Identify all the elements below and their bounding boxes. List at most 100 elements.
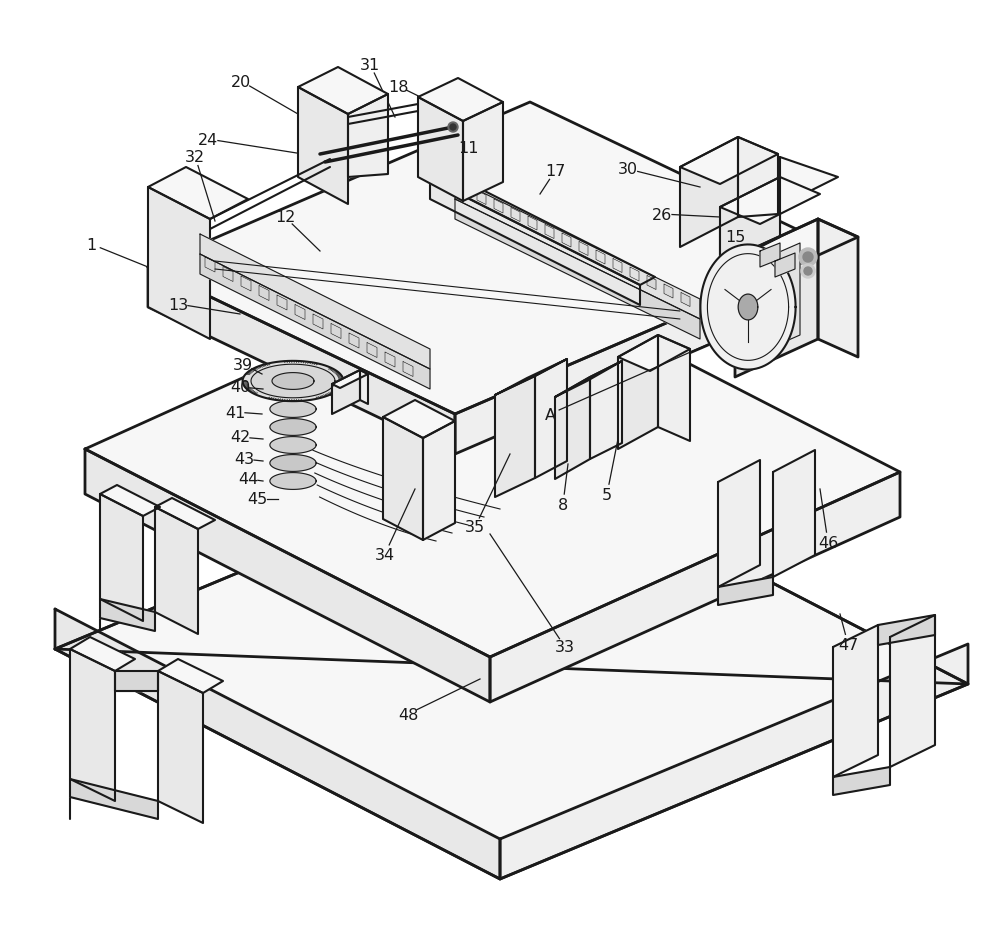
Polygon shape [85,449,490,702]
Circle shape [450,125,456,131]
Polygon shape [298,88,348,205]
Polygon shape [259,286,269,302]
Polygon shape [720,158,780,308]
Polygon shape [158,671,203,823]
Polygon shape [332,370,360,415]
Polygon shape [403,362,413,377]
Polygon shape [890,615,935,767]
Polygon shape [495,360,567,395]
Polygon shape [295,305,305,320]
Text: 13: 13 [168,297,188,312]
Polygon shape [55,455,968,684]
Polygon shape [735,220,858,276]
Text: 42: 42 [230,430,250,445]
Text: A: A [544,407,556,422]
Text: 31: 31 [360,58,380,72]
Polygon shape [735,220,818,378]
Polygon shape [360,370,368,405]
Polygon shape [463,103,503,201]
Text: 1: 1 [86,238,96,252]
Text: 12: 12 [275,211,295,226]
Text: 5: 5 [602,487,612,502]
Polygon shape [738,295,758,320]
Polygon shape [720,178,780,267]
Polygon shape [745,244,800,360]
Polygon shape [833,625,878,777]
Polygon shape [277,296,287,311]
Polygon shape [418,97,463,201]
Polygon shape [613,259,622,273]
Polygon shape [348,95,388,178]
Text: 24: 24 [198,133,218,148]
Polygon shape [148,187,210,340]
Polygon shape [270,437,316,454]
Polygon shape [100,495,143,622]
Polygon shape [455,180,700,319]
Polygon shape [70,638,135,671]
Polygon shape [460,183,469,197]
Polygon shape [70,780,158,819]
Text: 15: 15 [725,230,745,245]
Polygon shape [241,277,251,291]
Polygon shape [495,377,535,497]
Polygon shape [430,180,640,305]
Polygon shape [367,343,377,358]
Polygon shape [331,324,341,339]
Text: 17: 17 [545,164,565,179]
Circle shape [801,264,815,278]
Polygon shape [718,460,760,587]
Polygon shape [500,644,968,879]
Polygon shape [528,217,537,231]
Polygon shape [490,472,900,702]
Polygon shape [200,235,430,369]
Polygon shape [720,178,820,225]
Text: 26: 26 [652,207,672,223]
Polygon shape [664,285,673,299]
Polygon shape [680,138,778,185]
Polygon shape [270,401,316,418]
Text: 30: 30 [618,162,638,177]
Polygon shape [148,103,838,415]
Polygon shape [205,258,215,273]
Polygon shape [760,244,780,267]
Polygon shape [270,473,316,490]
Polygon shape [423,421,455,540]
Polygon shape [681,293,690,307]
Polygon shape [85,264,900,657]
Polygon shape [833,767,890,795]
Text: 48: 48 [398,707,418,722]
Polygon shape [349,334,359,349]
Circle shape [448,122,458,133]
Polygon shape [272,373,314,390]
Text: 20: 20 [231,74,251,89]
Polygon shape [455,200,700,340]
Text: 44: 44 [238,472,258,487]
Polygon shape [511,208,520,223]
Circle shape [799,249,817,266]
Polygon shape [455,250,838,455]
Polygon shape [298,68,388,115]
Polygon shape [738,138,778,218]
Polygon shape [418,79,503,122]
Text: 41: 41 [225,405,245,420]
Polygon shape [251,365,335,398]
Polygon shape [555,362,622,397]
Polygon shape [200,254,430,390]
Text: 8: 8 [558,497,568,512]
Text: 11: 11 [458,140,478,155]
Polygon shape [115,671,158,691]
Polygon shape [647,277,656,290]
Polygon shape [223,267,233,282]
Polygon shape [555,378,590,480]
Polygon shape [718,577,773,605]
Text: 33: 33 [555,639,575,655]
Polygon shape [430,172,655,286]
Polygon shape [545,226,554,239]
Circle shape [804,267,812,276]
Polygon shape [680,138,738,248]
Polygon shape [385,353,395,367]
Polygon shape [477,191,486,205]
Polygon shape [658,336,690,442]
Polygon shape [313,315,323,329]
Polygon shape [270,419,316,436]
